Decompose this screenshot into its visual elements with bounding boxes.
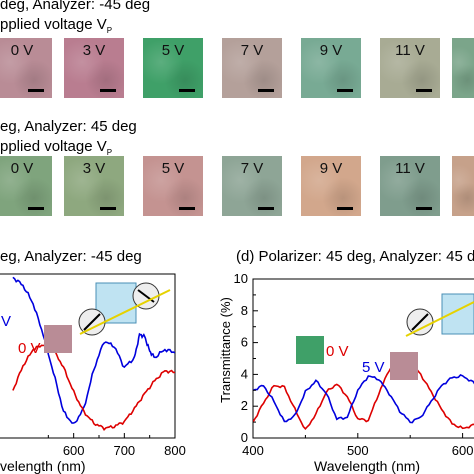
chart-c-annotation-0v: 0 V — [18, 340, 41, 357]
row2-tile: 0 V — [0, 156, 52, 216]
row2-header: eg, Analyzer: 45 deg — [0, 118, 137, 135]
chart-d-ytick-label: 10 — [234, 271, 248, 286]
chart-c-xtick-label: 800 — [164, 443, 186, 458]
row2-tile: 11 V — [380, 156, 440, 216]
polarizer-schematic-icon — [78, 282, 171, 336]
row1-tile: 11 V — [380, 38, 440, 98]
row2-tile: 5 V — [143, 156, 203, 216]
chart-c-series-0 — [12, 276, 175, 424]
chart-c-xlabel: velength (nm) — [0, 458, 86, 474]
chart-c-inset-swatch — [44, 325, 72, 353]
row2-tile: 7 V — [222, 156, 282, 216]
chart-d-series-0 — [253, 358, 474, 430]
chart-d-frame — [252, 278, 474, 439]
row1-tile: 0 V — [0, 38, 52, 98]
chart-d-annotation-0v: 0 V — [326, 343, 349, 360]
row1-header: deg, Analyzer: -45 deg — [0, 0, 151, 13]
chart-d-xtick-label: 600 — [452, 443, 474, 458]
chart-d-series-1 — [253, 374, 474, 424]
chart-c-title: eg, Analyzer: -45 deg — [0, 248, 142, 265]
chart-d-ytick-label: 4 — [241, 366, 248, 381]
chart-c-xtick-label: 600 — [63, 443, 85, 458]
chart-d-xlabel: Wavelength (nm) — [314, 458, 420, 474]
chart-d-ytick-label: 6 — [241, 335, 248, 350]
chart-d-annotation-5v: 5 V — [362, 359, 385, 376]
row2-tile: 3 V — [64, 156, 124, 216]
row1-tile: 5 V — [143, 38, 203, 98]
chart-d-xtick-label: 500 — [347, 443, 369, 458]
chart-d-xtick-label: 400 — [242, 443, 264, 458]
row1-tile: 7 V — [222, 38, 282, 98]
row1-tile — [452, 38, 474, 98]
chart-d-inset-swatch-0v — [296, 336, 324, 364]
row1-tile: 3 V — [64, 38, 124, 98]
chart-c-series-1 — [12, 343, 175, 432]
row1-tile: 9 V — [301, 38, 361, 98]
chart-d-inset-swatch-5v — [390, 352, 418, 380]
polarizer-schematic-icon — [405, 293, 474, 337]
chart-d-ytick-label: 8 — [241, 303, 248, 318]
row2-tile: 9 V — [301, 156, 361, 216]
chart-d-ytick-label: 0 — [241, 430, 248, 445]
chart-d-title: (d) Polarizer: 45 deg, Analyzer: 45 de — [236, 248, 474, 265]
row2-tile — [452, 156, 474, 216]
chart-d-ylabel: Transmittance (%) — [218, 297, 233, 403]
row1-subheader: pplied voltage VP — [0, 16, 113, 35]
chart-c-frame — [0, 273, 176, 439]
chart-c-annotation-5v: V — [1, 313, 11, 330]
row2-subheader: pplied voltage VP — [0, 138, 113, 157]
chart-c-xtick-label: 700 — [113, 443, 135, 458]
chart-d-ytick-label: 2 — [241, 398, 248, 413]
